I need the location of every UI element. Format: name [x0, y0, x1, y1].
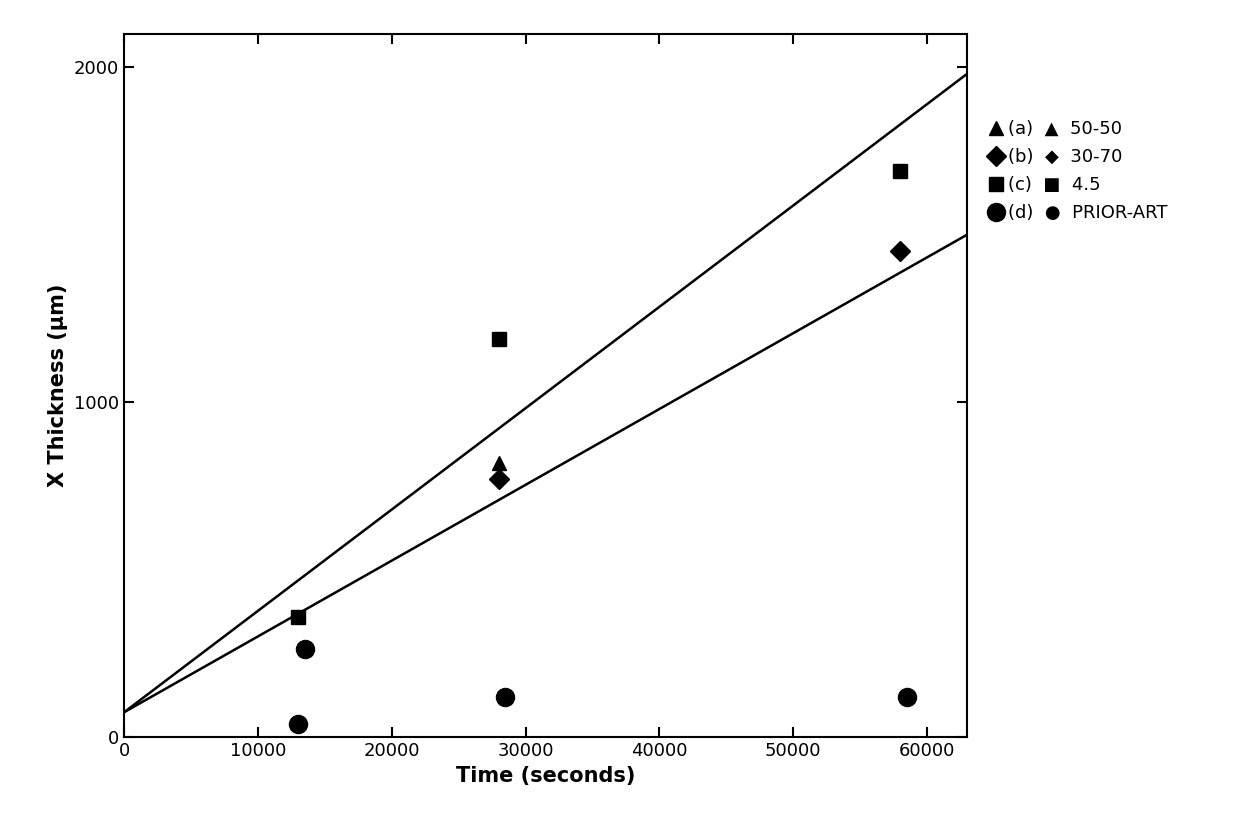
Legend: (a)  ▲  50-50, (b)  ◆  30-70, (c)  ■  4.5, (d)  ●  PRIOR-ART: (a) ▲ 50-50, (b) ◆ 30-70, (c) ■ 4.5, (d)…	[985, 113, 1174, 229]
Y-axis label: X Thickness (μm): X Thickness (μm)	[48, 284, 68, 487]
X-axis label: Time (seconds): Time (seconds)	[456, 766, 635, 786]
